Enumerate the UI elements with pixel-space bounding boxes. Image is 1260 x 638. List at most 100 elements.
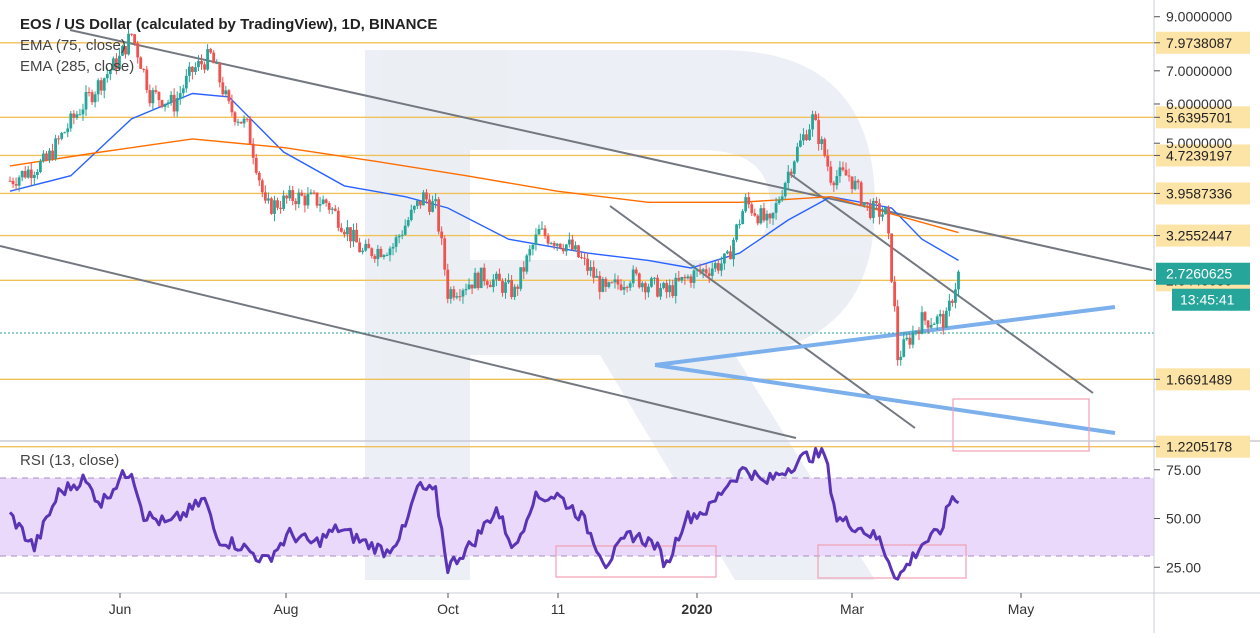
level-badge (1156, 368, 1250, 391)
candle-body (598, 275, 602, 292)
level-badge (1156, 31, 1250, 54)
candle-body (385, 255, 389, 257)
candle-body (905, 337, 909, 340)
candle-body (242, 118, 246, 124)
rsi-axis[interactable]: 75.00 50.00 25.00 (1154, 462, 1201, 576)
candle-body (422, 192, 425, 206)
candle-body (130, 33, 133, 35)
candle-body (631, 269, 635, 284)
time-tick-label: 2020 (681, 601, 712, 617)
candle-body (69, 113, 73, 129)
candle-body (194, 67, 197, 72)
candle-body (604, 278, 608, 287)
candle-body (914, 331, 918, 333)
candle-body (473, 272, 477, 289)
candle-body (11, 180, 15, 185)
candle-body (254, 157, 258, 173)
level-badge (1156, 106, 1250, 129)
candle-body (871, 200, 875, 218)
candle-body (662, 282, 665, 288)
channel-upper-line (69, 29, 1153, 271)
rsi-oversold-box-1 (555, 545, 717, 578)
candle-body (84, 92, 88, 110)
candle-body (51, 150, 54, 160)
ema-slow-legend[interactable]: EMA (285, close) (20, 58, 135, 75)
candle-body (349, 227, 352, 242)
candle-body (698, 269, 702, 272)
horizontal-levels (0, 42, 1154, 448)
candle-body (29, 169, 33, 178)
candle-body (786, 171, 790, 184)
candle-body (941, 313, 945, 328)
candle-body (370, 248, 374, 256)
candle-body (151, 90, 155, 104)
candle-body (507, 280, 510, 283)
countdown-badge (1172, 288, 1250, 311)
candle-body (209, 49, 213, 53)
candle-body (145, 69, 149, 91)
time-axis[interactable]: Jun Aug Oct 11 2020 Mar May (0, 592, 1260, 617)
candle-body (419, 200, 422, 206)
candle-body (461, 290, 465, 297)
candle-body (288, 190, 292, 199)
current-price-badge (1156, 262, 1250, 285)
candle-body (917, 331, 921, 334)
candle-body (528, 249, 532, 256)
candle-body (668, 285, 672, 293)
candle-body (750, 204, 754, 214)
candle-body (881, 214, 884, 217)
candle-body (820, 139, 824, 144)
candle-body (394, 237, 398, 247)
candle-body (723, 253, 726, 264)
candle-body (546, 235, 550, 244)
candle-body (595, 275, 599, 278)
candle-body (656, 277, 659, 297)
candle-body (826, 155, 830, 167)
price-axis[interactable]: 7.9738087 5.6395701 4.7239197 3.9587336 3.25… (1153, 0, 1250, 633)
candle-body (197, 60, 200, 68)
candle-body (446, 269, 450, 299)
candle-body (458, 296, 462, 298)
candle-body (467, 284, 471, 290)
candle-body (689, 276, 693, 283)
candle-body (729, 251, 732, 260)
candle-body (756, 215, 760, 224)
candle-body (75, 114, 79, 118)
candle-body (324, 199, 328, 203)
candle-body (111, 58, 115, 71)
candle-body (108, 70, 112, 75)
candle-body (495, 273, 498, 280)
candle-body (297, 192, 301, 205)
current-price-label: 2.7260625 (1166, 266, 1232, 282)
level-label: 3.9587336 (1166, 185, 1232, 201)
candle-body (485, 281, 489, 285)
rsi-pane[interactable] (0, 447, 1154, 581)
candle-body (415, 200, 419, 206)
candle-body (944, 310, 948, 328)
candle-body (619, 284, 623, 290)
candle-body (257, 172, 261, 181)
candle-body (650, 278, 653, 287)
candle-body (464, 289, 468, 291)
candle-body (35, 171, 39, 175)
candle-body (637, 273, 641, 288)
candle-body (245, 118, 249, 120)
candle-body (339, 227, 343, 232)
candle-body (215, 63, 219, 65)
candle-body (455, 296, 459, 298)
price-tick-label: 6.0000000 (1166, 96, 1232, 112)
rsi-line (8, 447, 960, 581)
candle-body (346, 227, 349, 235)
ema-fast-legend[interactable]: EMA (75, close) (20, 37, 126, 54)
candle-body (501, 280, 504, 293)
candle-body (832, 182, 836, 186)
candle-body (558, 243, 562, 249)
candle-body (726, 251, 729, 254)
candle-body (90, 92, 94, 103)
chart-title: EOS / US Dollar (calculated by TradingVi… (20, 16, 438, 33)
candle-body (267, 198, 270, 201)
rsi-legend[interactable]: RSI (13, close) (20, 452, 120, 469)
candle-body (552, 242, 556, 246)
candle-body (838, 167, 842, 177)
